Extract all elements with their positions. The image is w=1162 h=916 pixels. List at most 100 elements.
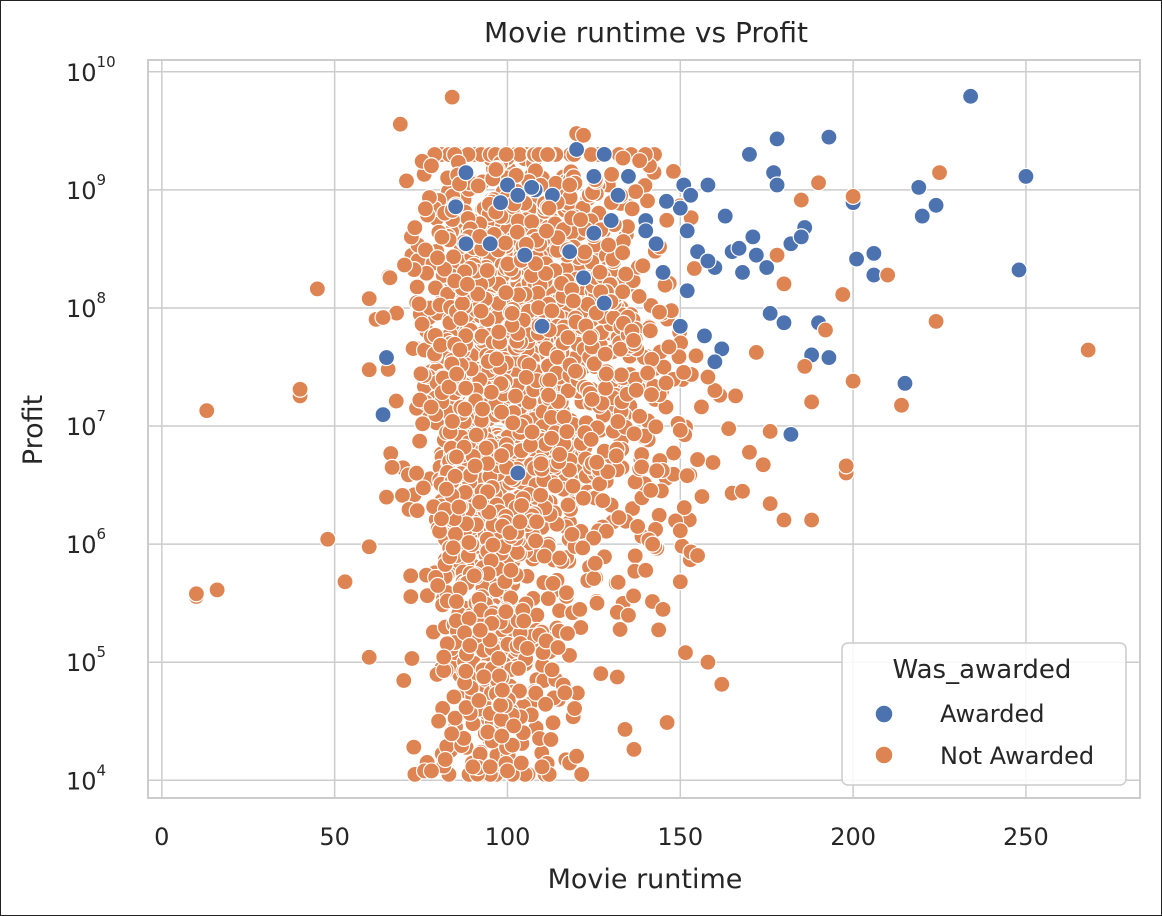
scatter-point-awarded — [699, 176, 717, 194]
scatter-point-awarded — [491, 194, 510, 212]
x-tick-label: 250 — [1003, 823, 1049, 851]
y-tick-exponent: 8 — [97, 289, 107, 307]
scatter-point-not-awarded — [816, 321, 835, 339]
scatter-point-not-awarded — [395, 256, 414, 274]
scatter-point-not-awarded — [383, 458, 401, 476]
scatter-point-awarded — [747, 246, 765, 264]
scatter-point-not-awarded — [452, 309, 470, 328]
legend: Was_awarded Awarded Not Awarded — [841, 642, 1127, 786]
scatter-point-not-awarded — [713, 675, 731, 693]
scatter-point-not-awarded — [416, 241, 435, 259]
scatter-point-awarded — [647, 235, 665, 253]
scatter-point-not-awarded — [704, 453, 722, 472]
scatter-point-not-awarded — [374, 308, 392, 327]
scatter-point-not-awarded — [493, 681, 511, 699]
y-tick-label: 107 — [66, 407, 106, 441]
scatter-point-awarded — [913, 207, 931, 225]
scatter-point-not-awarded — [660, 338, 678, 356]
scatter-point-not-awarded — [435, 648, 453, 666]
scatter-point-not-awarded — [518, 639, 537, 658]
scatter-point-not-awarded — [630, 287, 648, 306]
scatter-point-not-awarded — [457, 379, 475, 397]
scatter-point-not-awarded — [792, 191, 810, 209]
scatter-point-not-awarded — [699, 653, 717, 671]
y-tick-base: 10 — [66, 413, 97, 441]
scatter-point-not-awarded — [539, 590, 557, 608]
scatter-point-not-awarded — [360, 538, 378, 556]
scatter-point-awarded — [820, 128, 838, 146]
scatter-point-not-awarded — [642, 386, 661, 404]
scatter-point-not-awarded — [360, 361, 378, 379]
scatter-point-not-awarded — [574, 539, 592, 557]
scatter-point-not-awarded — [650, 303, 669, 321]
scatter-point-not-awarded — [546, 477, 565, 495]
scatter-point-not-awarded — [414, 415, 432, 433]
scatter-point-not-awarded — [473, 400, 492, 418]
scatter-point-not-awarded — [775, 511, 793, 529]
y-tick-base: 10 — [66, 767, 97, 795]
scatter-point-not-awarded — [585, 569, 603, 588]
scatter-point-not-awarded — [558, 624, 577, 643]
scatter-point-not-awarded — [536, 695, 555, 713]
scatter-point-not-awarded — [418, 587, 436, 605]
scatter-point-not-awarded — [706, 381, 724, 400]
scatter-point-not-awarded — [481, 758, 499, 776]
scatter-point-not-awarded — [402, 588, 420, 606]
x-tick-label: 50 — [319, 823, 350, 851]
scatter-point-not-awarded — [471, 621, 489, 639]
y-tick-base: 10 — [66, 59, 97, 87]
scatter-point-not-awarded — [614, 149, 632, 167]
y-tick-label: 106 — [66, 525, 106, 559]
y-axis-label: Profit — [18, 395, 49, 465]
scatter-point-not-awarded — [608, 668, 626, 686]
scatter-point-not-awarded — [588, 594, 606, 612]
scatter-point-not-awarded — [412, 365, 430, 383]
scatter-point-awarded — [865, 244, 883, 262]
scatter-point-awarded — [585, 167, 603, 186]
chart-title: Movie runtime vs Profit — [484, 16, 808, 49]
scatter-point-not-awarded — [395, 671, 413, 690]
scatter-point-not-awarded — [408, 278, 426, 296]
scatter-point-not-awarded — [482, 383, 500, 401]
scatter-point-not-awarded — [624, 331, 643, 349]
scatter-point-not-awarded — [465, 567, 483, 585]
y-tick-exponent: 9 — [97, 171, 107, 189]
scatter-point-awarded — [678, 282, 696, 300]
scatter-point-not-awarded — [517, 368, 535, 387]
scatter-point-not-awarded — [614, 244, 632, 262]
scatter-point-not-awarded — [657, 374, 675, 392]
scatter-point-not-awarded — [450, 498, 468, 516]
scatter-point-not-awarded — [648, 462, 666, 480]
scatter-point-not-awarded — [638, 192, 657, 210]
scatter-point-not-awarded — [551, 549, 569, 567]
scatter-point-awarded — [768, 176, 786, 194]
scatter-point-not-awarded — [336, 573, 354, 591]
scatter-point-not-awarded — [497, 145, 515, 164]
scatter-point-not-awarded — [408, 502, 426, 520]
scatter-point-not-awarded — [512, 754, 530, 772]
scatter-point-awarded — [744, 228, 762, 246]
y-tick-base: 10 — [66, 649, 97, 677]
scatter-point-not-awarded — [523, 423, 541, 441]
scatter-point-not-awarded — [460, 533, 478, 552]
scatter-point-not-awarded — [488, 350, 506, 368]
scatter-point-awarded — [706, 353, 724, 371]
scatter-point-not-awarded — [535, 547, 554, 565]
scatter-point-awarded — [671, 199, 689, 217]
scatter-point-not-awarded — [844, 187, 862, 206]
scatter-point-not-awarded — [407, 464, 426, 482]
scatter-point-not-awarded — [436, 750, 454, 769]
scatter-point-not-awarded — [458, 275, 476, 293]
data-points — [187, 87, 1097, 783]
scatter-point-not-awarded — [607, 447, 625, 465]
scatter-point-not-awarded — [467, 426, 485, 444]
scatter-point-not-awarded — [549, 638, 567, 657]
y-tick-label: 1010 — [66, 53, 116, 87]
scatter-point-not-awarded — [487, 160, 505, 179]
scatter-point-awarded — [927, 196, 945, 214]
legend-marker-awarded — [874, 704, 894, 724]
scatter-point-not-awarded — [631, 152, 649, 170]
scatter-point-not-awarded — [527, 532, 545, 550]
scatter-point-not-awarded — [585, 529, 603, 547]
scatter-point-not-awarded — [512, 496, 531, 515]
